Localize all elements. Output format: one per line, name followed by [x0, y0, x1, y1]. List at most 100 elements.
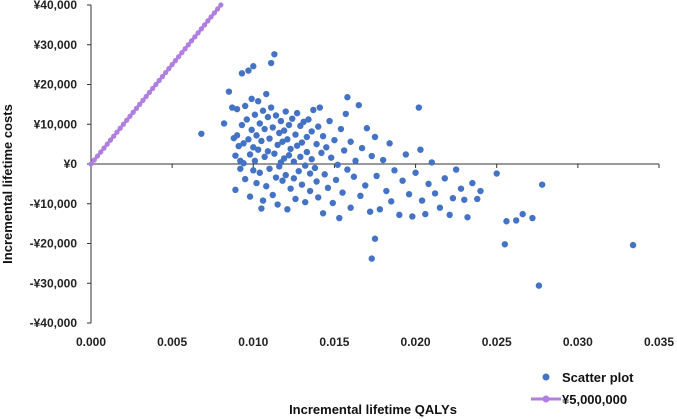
- scatter-point: [358, 144, 366, 152]
- scatter-point: [436, 204, 444, 211]
- scatter-point: [327, 154, 335, 161]
- threshold-point: [94, 153, 101, 159]
- scatter-point: [282, 171, 289, 179]
- scatter-point: [405, 191, 413, 198]
- scatter-point: [449, 194, 457, 202]
- scatter-point: [357, 192, 364, 199]
- scatter-point: [279, 138, 286, 145]
- threshold-point: [133, 105, 140, 111]
- scatter-point: [477, 187, 484, 195]
- scatter-point: [396, 211, 403, 219]
- scatter-point: [428, 159, 435, 166]
- scatter-point: [629, 241, 637, 249]
- scatter-point: [280, 155, 288, 162]
- scatter-point: [276, 129, 283, 137]
- threshold-point: [150, 85, 156, 92]
- x-axis-tick-labels: 0.000 0.005 0.010 0.015 0.020 0.025 0.030 0.035: [76, 335, 674, 349]
- threshold-point: [176, 54, 182, 60]
- scatter-point: [452, 166, 460, 173]
- scatter-point: [334, 161, 341, 168]
- scatter-point: [535, 282, 543, 289]
- threshold-point: [140, 97, 146, 103]
- y-tick-label: ¥0: [64, 157, 78, 171]
- scatter-point: [256, 169, 263, 176]
- scatter-point: [331, 136, 338, 144]
- scatter-point: [503, 218, 510, 225]
- scatter-point: [308, 156, 315, 163]
- scatter-point: [240, 160, 247, 167]
- threshold-point: [214, 6, 221, 12]
- scatter-point: [267, 59, 275, 67]
- threshold-point: [107, 137, 114, 143]
- scatter-point: [284, 136, 291, 143]
- scatter-point: [352, 157, 359, 165]
- scatter-point: [412, 169, 419, 176]
- threshold-point: [198, 26, 204, 32]
- scatter-point: [284, 206, 291, 213]
- scatter-point: [293, 142, 301, 149]
- scatter-point: [366, 208, 374, 215]
- scatter-point: [342, 110, 349, 118]
- scatter-point: [274, 201, 281, 208]
- scatter-point: [368, 255, 375, 262]
- scatter-point: [379, 156, 387, 164]
- scatter-point: [303, 148, 311, 156]
- threshold-point: [130, 109, 136, 115]
- scatter-point: [409, 213, 416, 220]
- scatter-point: [362, 182, 369, 189]
- x-tick-label: 0.035: [644, 335, 674, 349]
- y-axis-title: Incremental lifetime costs: [0, 104, 15, 264]
- scatter-point: [259, 197, 267, 204]
- scatter-point: [461, 196, 468, 203]
- scatter-point: [287, 145, 294, 153]
- scatter-point: [293, 109, 301, 117]
- scatter-point: [308, 128, 315, 135]
- scatter-point: [292, 131, 299, 138]
- x-tick-label: 0.010: [238, 335, 268, 349]
- scatter-point: [272, 112, 280, 119]
- threshold-point: [185, 42, 191, 48]
- scatter-point: [344, 166, 351, 173]
- scatter-point: [323, 144, 330, 151]
- scatter-point: [464, 214, 471, 221]
- y-tick-label: ¥10,000: [34, 117, 78, 131]
- scatter-point: [319, 210, 327, 217]
- scatter-point: [238, 121, 246, 129]
- scatter-point: [315, 123, 322, 130]
- scatter-point: [280, 127, 288, 134]
- scatter-point: [306, 170, 314, 177]
- threshold-point: [101, 145, 107, 151]
- scatter-point: [373, 172, 380, 180]
- scatter-point: [198, 130, 205, 137]
- scatter-point: [339, 189, 346, 196]
- threshold-point: [153, 81, 159, 88]
- scatter-point: [368, 152, 375, 160]
- scatter-point: [316, 104, 324, 111]
- threshold-point: [189, 38, 195, 44]
- scatter-point: [305, 116, 312, 123]
- scatter-point: [282, 108, 289, 115]
- scatter-point: [344, 94, 351, 101]
- threshold-point: [111, 133, 117, 139]
- scatter-point: [232, 152, 239, 159]
- scatter-point: [376, 206, 384, 213]
- x-tick-label: 0.020: [401, 335, 431, 349]
- scatter-point: [256, 120, 263, 127]
- scatter-point: [340, 147, 348, 154]
- scatter-point: [261, 153, 268, 161]
- scatter-point: [274, 141, 281, 149]
- scatter-point: [311, 164, 319, 172]
- scatter-point: [425, 180, 432, 188]
- x-tick-label: 0.000: [76, 335, 106, 349]
- threshold-point: [98, 149, 104, 155]
- scatter-point: [329, 199, 337, 207]
- scatter-point: [245, 136, 252, 143]
- scatter-point: [254, 146, 262, 153]
- scatter-point: [388, 198, 395, 205]
- threshold-point: [91, 157, 97, 163]
- scatter-point: [529, 214, 536, 222]
- scatter-point: [303, 133, 311, 141]
- scatter-point: [258, 205, 265, 212]
- scatter-point: [245, 67, 252, 74]
